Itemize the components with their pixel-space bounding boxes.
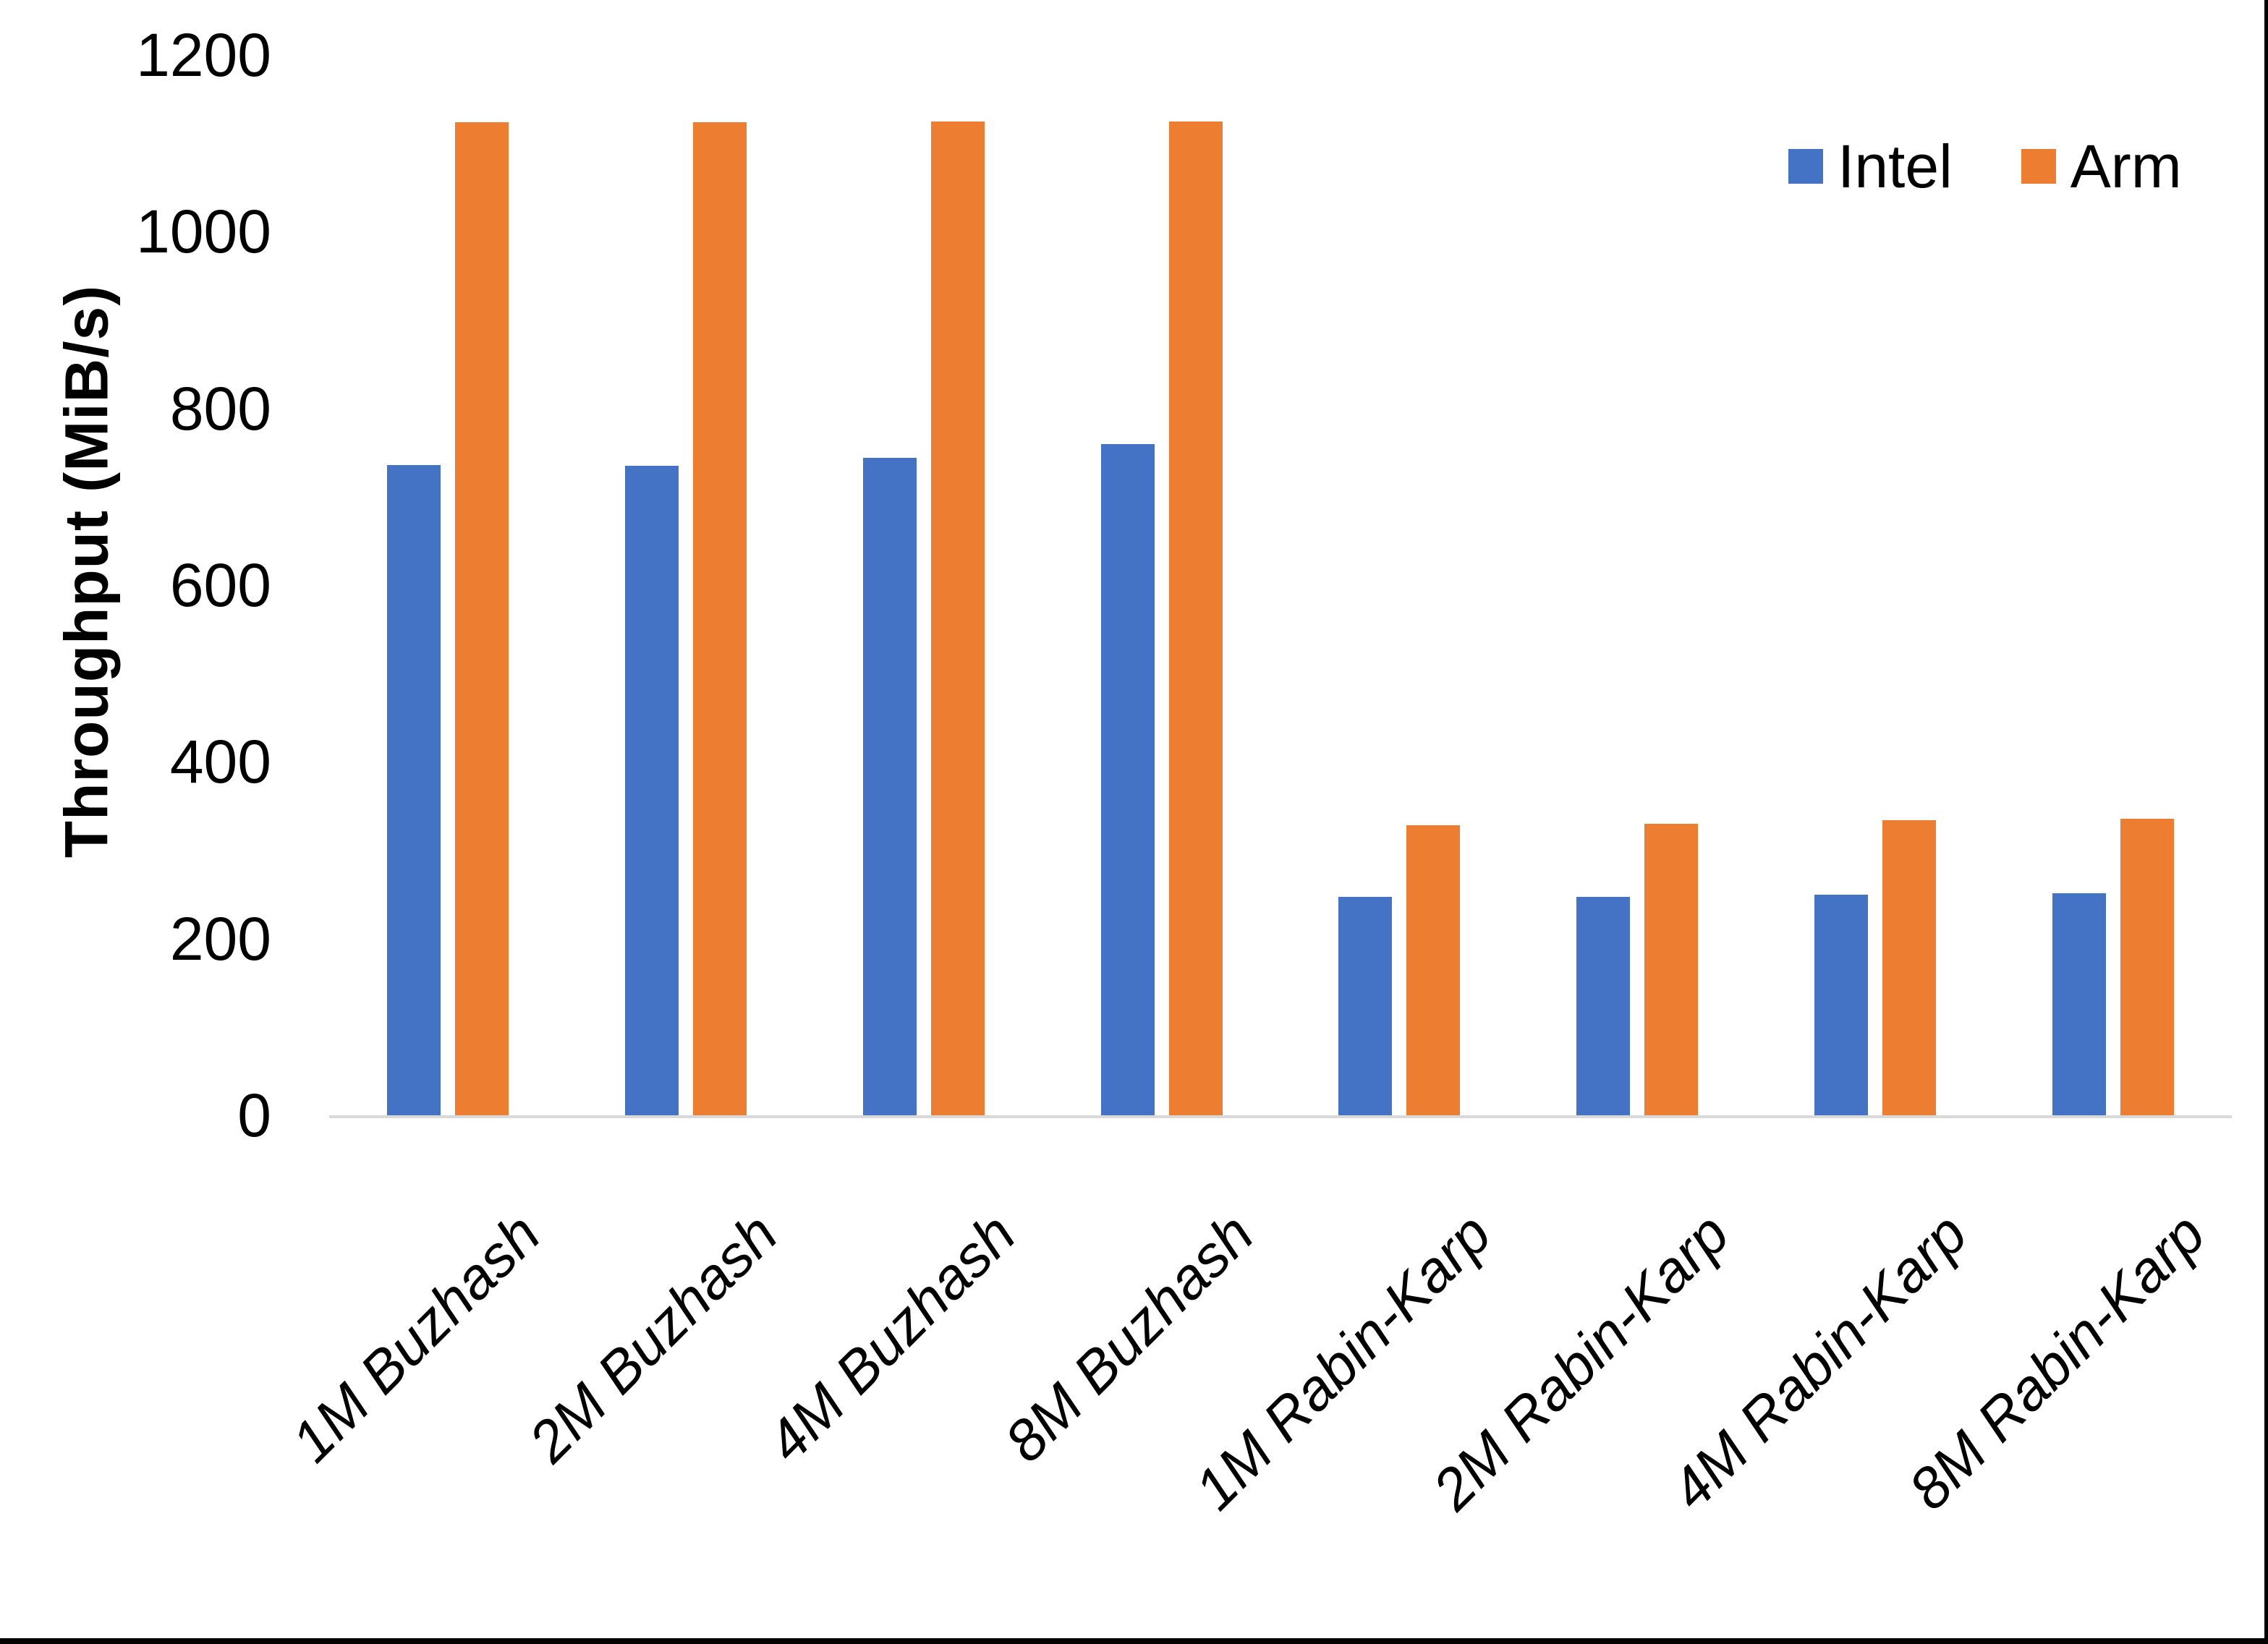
bar-arm-2m-buzhash (693, 122, 747, 1115)
bar-intel-1m-rabin-karp (1338, 897, 1392, 1115)
legend-label-arm: Arm (2070, 132, 2182, 200)
bar-arm-2m-rabin-karp (1644, 824, 1698, 1115)
bar-intel-2m-buzhash (625, 466, 679, 1115)
bar-intel-2m-rabin-karp (1576, 897, 1630, 1115)
bar-intel-8m-rabin-karp (2052, 893, 2106, 1115)
bar-arm-8m-rabin-karp (2120, 819, 2174, 1115)
bar-intel-1m-buzhash (387, 465, 441, 1115)
legend-swatch-intel (1788, 149, 1823, 184)
x-axis-line (329, 1115, 2232, 1118)
legend-label-intel: Intel (1838, 132, 1953, 200)
bar-arm-1m-buzhash (455, 122, 509, 1115)
bar-intel-8m-buzhash (1101, 444, 1155, 1115)
y-tick-800: 800 (169, 374, 271, 443)
bar-arm-8m-buzhash (1169, 122, 1223, 1115)
y-tick-400: 400 (169, 728, 271, 796)
bar-arm-4m-rabin-karp (1882, 820, 1936, 1115)
y-tick-600: 600 (169, 551, 271, 619)
bar-intel-4m-rabin-karp (1814, 895, 1868, 1115)
y-tick-1200: 1200 (136, 21, 271, 89)
legend: Intel Arm (1788, 134, 2182, 199)
bar-arm-4m-buzhash (931, 122, 985, 1115)
y-tick-0: 0 (237, 1081, 271, 1149)
y-tick-200: 200 (169, 904, 271, 973)
bar-intel-4m-buzhash (863, 458, 917, 1115)
y-tick-1000: 1000 (136, 197, 271, 266)
legend-entry-arm: Arm (2021, 134, 2182, 199)
legend-swatch-arm (2021, 149, 2056, 184)
legend-entry-intel: Intel (1788, 134, 1953, 199)
bar-arm-1m-rabin-karp (1406, 825, 1460, 1115)
